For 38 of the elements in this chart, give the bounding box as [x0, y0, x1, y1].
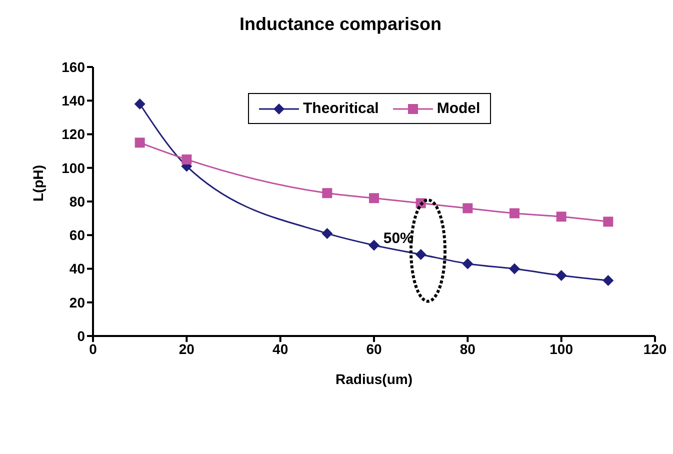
x-tick-label: 0	[89, 340, 98, 357]
y-tick-label: 0	[77, 328, 86, 344]
point	[556, 212, 566, 222]
point	[556, 270, 567, 281]
point	[134, 98, 146, 110]
point	[322, 188, 332, 198]
x-tick-label: 60	[366, 340, 382, 357]
y-tick-label: 140	[62, 92, 86, 109]
point	[182, 154, 192, 164]
x-tick-label: 100	[550, 340, 574, 357]
chart-title: Inductance comparison	[238, 14, 443, 35]
annotation: 50%	[383, 230, 414, 248]
point	[322, 228, 333, 239]
y-tick-label: 80	[69, 193, 86, 210]
point	[509, 263, 520, 274]
legend-label: Model	[436, 100, 480, 117]
point	[602, 275, 614, 286]
point	[510, 208, 520, 218]
y-tick-label: 40	[69, 260, 86, 277]
point	[603, 216, 614, 227]
y-tick-label: 60	[69, 227, 86, 244]
legend-label: Theoritical	[302, 100, 379, 117]
point	[462, 203, 473, 214]
y-tick-label: 120	[62, 126, 86, 142]
x-tick-label: 20	[178, 340, 195, 357]
point	[369, 193, 379, 204]
x-tick-label: 40	[272, 340, 288, 357]
point	[368, 240, 380, 251]
point	[415, 248, 426, 260]
y-tick-label: 20	[69, 294, 86, 310]
point	[134, 138, 145, 148]
y-tick-label: 100	[62, 160, 86, 176]
x-tick-label: 120	[643, 340, 667, 357]
x-tick-label: 80	[460, 340, 476, 357]
x-axis-title: Radius(um)	[336, 371, 412, 387]
y-tick-label: 160	[62, 58, 86, 75]
point	[462, 258, 474, 270]
y-axis-title: L(pH)	[30, 164, 46, 202]
